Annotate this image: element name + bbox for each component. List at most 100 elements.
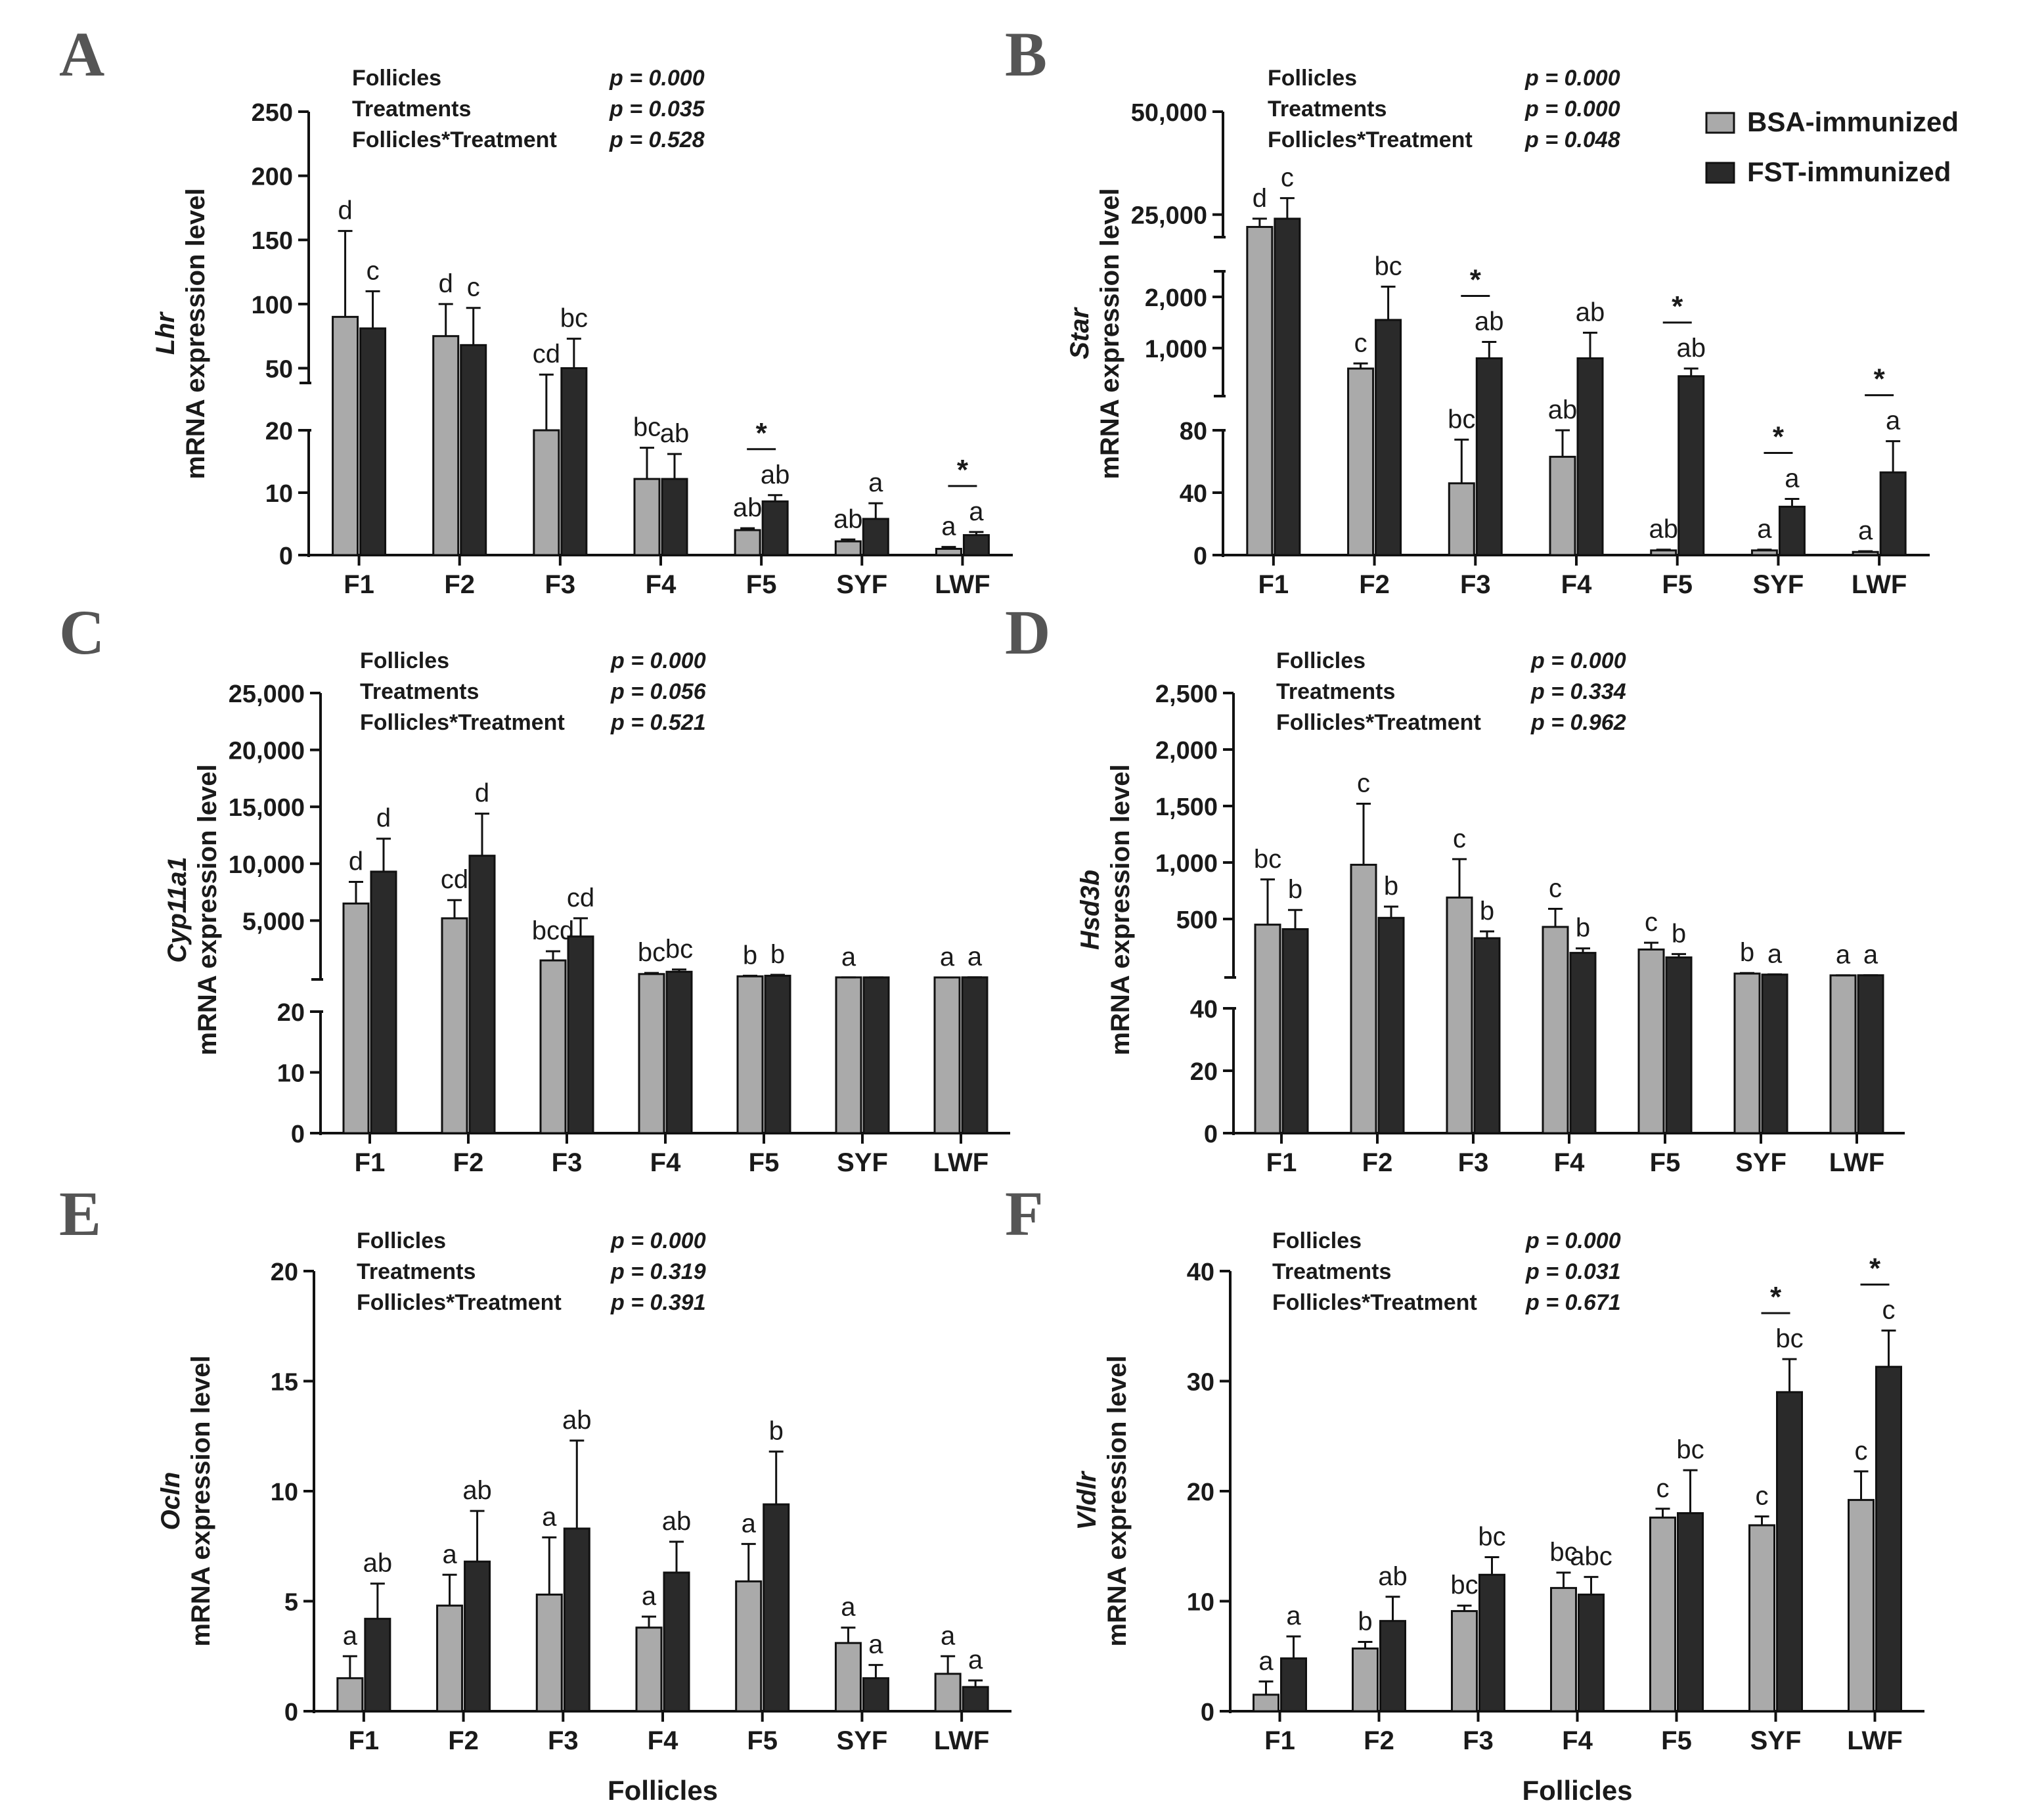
y-tick-label: 20	[277, 999, 305, 1027]
bar-bsa	[1750, 549, 1778, 556]
panel-b: B Follicles p = 0.000 Treatments p = 0.000 Fo…	[1005, 19, 1930, 599]
significance-letter: bc	[1448, 405, 1475, 434]
significance-letter: ab	[761, 460, 790, 489]
stat-p-value: p = 0.334	[1530, 679, 1626, 704]
stat-label: Follicles	[357, 1228, 446, 1253]
significance-letter: c	[1656, 1474, 1670, 1503]
stat-p-value: p = 0.000	[610, 648, 706, 673]
bar-fst	[1281, 928, 1309, 1134]
y-tick-label: 200	[252, 164, 293, 191]
bar-fst	[359, 327, 387, 556]
y-axis-label: Ocln mRNA expression level	[156, 1355, 215, 1646]
significance-letter: bc	[638, 938, 665, 967]
bar-bsa	[1650, 549, 1677, 556]
bar-fst	[962, 534, 990, 556]
significance-letter: bc	[1450, 1571, 1478, 1600]
significance-letter: a	[742, 1509, 757, 1538]
x-tick-label: SYF	[1735, 1148, 1787, 1177]
bar-bsa	[1253, 1693, 1279, 1713]
significance-letter: d	[475, 779, 489, 808]
bar-fst	[1569, 952, 1597, 1134]
y-axis-label: Star mRNA expression level	[1065, 188, 1124, 479]
panel-f: F Follicles p = 0.000 Treatments p = 0.031 Fo…	[1005, 1178, 1924, 1806]
bar-bsa	[735, 1580, 763, 1713]
x-tick-label: F4	[648, 1726, 678, 1755]
bar-fst	[1375, 319, 1402, 556]
significance-star: *	[756, 417, 768, 449]
bar-fst	[761, 500, 789, 556]
y-tick-label: 5	[284, 1589, 298, 1617]
bar-fst	[468, 855, 496, 1134]
y-tick-label: 50,000	[1131, 99, 1207, 127]
panel-d: D Follicles p = 0.000 Treatments p = 0.334 Fo…	[1005, 597, 1905, 1177]
x-tick-label: F1	[344, 570, 374, 599]
x-tick-label: F2	[448, 1726, 479, 1755]
stat-label: Follicles*Treatment	[360, 710, 565, 735]
x-tick-label: F2	[1362, 1148, 1393, 1177]
y-tick-label: 30	[1187, 1369, 1214, 1397]
y-tick-label: 40	[1187, 1259, 1214, 1286]
significance-letter: a	[841, 1593, 856, 1622]
significance-letter: a	[642, 1582, 657, 1611]
bar-fst	[460, 344, 487, 556]
significance-letter: c	[467, 273, 480, 302]
stat-p-value: p = 0.000	[1524, 66, 1620, 91]
significance-star: *	[1869, 1252, 1881, 1284]
significance-letter: a	[1785, 464, 1800, 493]
bar-bsa	[1549, 455, 1576, 556]
x-tick-label: SYF	[837, 1148, 888, 1177]
significance-letter: b	[770, 940, 785, 969]
significance-letter: a	[1258, 1647, 1274, 1676]
bar-bsa	[734, 529, 761, 556]
significance-letter: a	[1767, 939, 1783, 968]
bar-fst	[1379, 1620, 1406, 1713]
bar-bsa	[1448, 482, 1475, 556]
significance-letter: abc	[1570, 1542, 1612, 1571]
stat-p-value: p = 0.962	[1530, 710, 1626, 735]
x-tick-label: F4	[646, 570, 677, 599]
significance-letter: bc	[1254, 845, 1281, 874]
x-tick-label: F1	[1258, 570, 1289, 599]
significance-letter: c	[1756, 1482, 1769, 1511]
significance-star: *	[1773, 421, 1785, 453]
bar-bsa	[633, 478, 661, 556]
significance-letter: a	[1757, 515, 1772, 544]
significance-letter: a	[969, 497, 984, 526]
x-tick-label: LWF	[1829, 1148, 1884, 1177]
x-tick-label: F3	[1460, 570, 1491, 599]
y-tick-label: 2,500	[1155, 681, 1218, 708]
stat-label: Follicles	[1268, 66, 1357, 91]
stat-p-value: p = 0.000	[610, 1228, 706, 1253]
bar-fst	[1377, 916, 1405, 1134]
significance-letter: c	[1281, 164, 1294, 192]
significance-letter: bc	[1478, 1523, 1505, 1552]
panel-a: A Follicles p = 0.000 Treatments p = 0.035 Fo…	[59, 19, 1013, 599]
bar-bsa	[533, 429, 560, 556]
significance-letter: b	[1384, 872, 1398, 901]
significance-letter: a	[1858, 516, 1873, 545]
x-tick-label: F5	[747, 1726, 778, 1755]
stat-p-value: p = 0.048	[1524, 127, 1620, 152]
significance-letter: ab	[662, 1507, 692, 1536]
bar-bsa	[332, 315, 359, 556]
stat-p-value: p = 0.031	[1525, 1259, 1621, 1284]
significance-letter: ab	[1649, 515, 1678, 544]
significance-star: *	[1770, 1281, 1782, 1313]
bar-bsa	[1748, 1524, 1775, 1713]
stat-label: Follicles*Treatment	[1276, 710, 1481, 735]
x-tick-label: LWF	[934, 1726, 989, 1755]
bar-bsa	[336, 1677, 364, 1713]
stat-p-value: p = 0.521	[610, 710, 706, 735]
significance-letter: ab	[363, 1549, 393, 1578]
bar-fst	[862, 1677, 889, 1713]
significance-letter: a	[968, 1646, 983, 1674]
y-tick-label: 10	[277, 1060, 305, 1088]
x-tick-label: F1	[349, 1726, 380, 1755]
bar-bsa	[436, 1604, 464, 1713]
significance-letter: ab	[733, 493, 763, 522]
y-tick-label: 500	[1176, 907, 1218, 934]
bar-fst	[560, 367, 588, 556]
legend-swatch-fst	[1705, 162, 1735, 184]
significance-letter: ab	[660, 419, 690, 448]
x-tick-label: F5	[1661, 1726, 1692, 1755]
